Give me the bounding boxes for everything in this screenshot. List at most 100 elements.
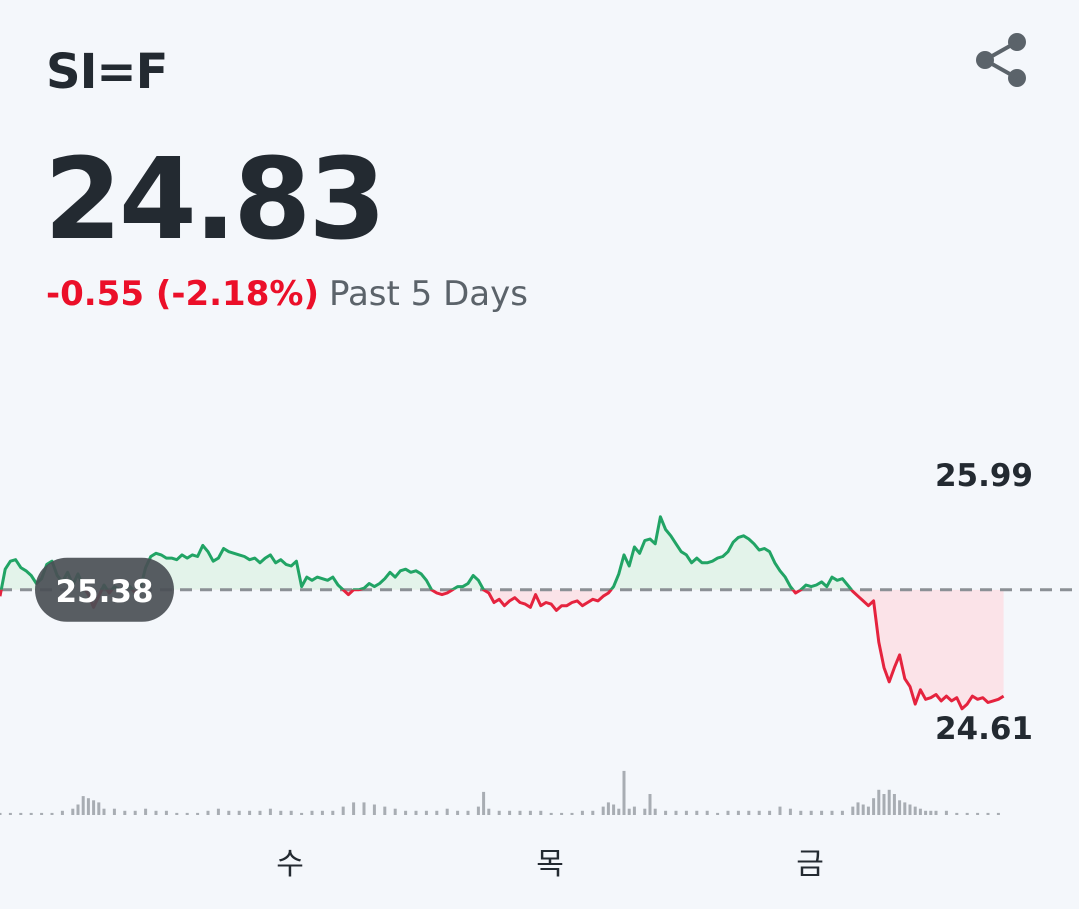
- volume-bar: [414, 810, 418, 815]
- volume-bar: [908, 804, 912, 815]
- volume-bar: [216, 808, 220, 815]
- share-icon[interactable]: [972, 30, 1030, 88]
- volume-bar: [164, 810, 168, 815]
- volume-bar: [476, 806, 480, 815]
- volume-bar: [918, 808, 922, 815]
- volume-bar: [887, 789, 891, 815]
- volume-bar: [76, 804, 80, 815]
- volume-bar: [289, 810, 293, 815]
- volume-bar: [97, 802, 101, 815]
- volume-bar: [268, 808, 272, 815]
- volume-bar: [50, 812, 54, 815]
- volume-bar: [944, 810, 948, 815]
- volume-bar: [976, 812, 980, 815]
- volume-bar: [393, 808, 397, 815]
- volume-bar: [965, 812, 969, 815]
- volume-bar: [955, 812, 959, 815]
- volume-bar: [570, 812, 574, 815]
- baseline-badge: [35, 557, 174, 622]
- price-line-above: [0, 515, 854, 590]
- volume-bar: [528, 810, 532, 815]
- volume-bar: [549, 812, 553, 815]
- volume-bar: [508, 810, 512, 815]
- area-fill-above: [0, 516, 1004, 590]
- volume-bar: [0, 812, 2, 815]
- volume-bar: [466, 810, 470, 815]
- volume-bar: [248, 810, 252, 815]
- volume-bar: [518, 810, 522, 815]
- volume-bar: [643, 808, 647, 815]
- volume-bar: [60, 810, 64, 815]
- volume-bar: [71, 808, 75, 815]
- volume-bar: [882, 794, 886, 815]
- ticker-symbol: SI=F: [46, 44, 168, 100]
- volume-bar: [840, 810, 844, 815]
- volume-bar: [185, 812, 189, 815]
- volume-bar: [206, 810, 210, 815]
- volume-bar: [612, 804, 616, 815]
- volume-bar: [684, 810, 688, 815]
- low-label: 24.61: [935, 711, 1033, 747]
- volume-bar: [237, 810, 241, 815]
- volume-bar: [539, 810, 543, 815]
- price-line-below: [0, 589, 1005, 711]
- x-tick-label: 금: [796, 847, 824, 882]
- volume-bar: [716, 812, 720, 815]
- volume-bar: [497, 810, 501, 815]
- volume-bar: [102, 808, 106, 815]
- volume-bar: [799, 810, 803, 815]
- volume-bar: [154, 810, 158, 815]
- volume-bar: [81, 796, 85, 815]
- volume-bar: [560, 812, 564, 815]
- volume-bar: [29, 812, 33, 815]
- volume-bar: [929, 810, 933, 815]
- volume-bar: [986, 812, 990, 815]
- volume-bar: [435, 810, 439, 815]
- volume-bar: [456, 810, 460, 815]
- volume-bar: [404, 810, 408, 815]
- volume-bar: [913, 806, 917, 815]
- volume-bar: [352, 802, 356, 815]
- volume-bar: [372, 804, 376, 815]
- volume-bar: [123, 810, 127, 815]
- volume-bar: [726, 810, 730, 815]
- volume-bar: [809, 810, 813, 815]
- volume-bar: [872, 798, 876, 815]
- volume-bar: [133, 810, 137, 815]
- volume-bar: [482, 791, 486, 815]
- volume-bar: [632, 806, 636, 815]
- volume-bar: [705, 810, 709, 815]
- volume-bar: [778, 806, 782, 815]
- volume-bar: [627, 808, 631, 815]
- volume-bar: [591, 810, 595, 815]
- volume-bar: [144, 808, 148, 815]
- area-fill-below: [0, 589, 1004, 709]
- volume-bar: [648, 794, 652, 815]
- change-row: -0.55 (-2.18%) Past 5 Days: [46, 272, 528, 316]
- volume-bar: [892, 794, 896, 815]
- volume-bar: [19, 812, 23, 815]
- volume-bar: [736, 810, 740, 815]
- baseline-label: 25.38: [55, 574, 153, 610]
- volume-bar: [877, 789, 881, 815]
- volume-bar: [788, 808, 792, 815]
- volume-bar: [40, 812, 44, 815]
- volume-bar: [320, 810, 324, 815]
- volume-bar: [866, 806, 870, 815]
- volume-bar: [580, 810, 584, 815]
- volume-bar: [768, 810, 772, 815]
- volume-bar: [903, 802, 907, 815]
- volume-bar: [695, 810, 699, 815]
- volume-bar: [856, 802, 860, 815]
- volume-bar: [424, 810, 428, 815]
- volume-bar: [617, 808, 621, 815]
- volume-bar: [300, 812, 304, 815]
- period-label: Past 5 Days: [328, 274, 528, 314]
- volume-bar: [362, 802, 366, 815]
- volume-bar: [196, 812, 200, 815]
- volume-bar: [622, 770, 626, 815]
- volume-bar: [487, 808, 491, 815]
- volume-bar: [341, 806, 345, 815]
- high-label: 25.99: [935, 458, 1033, 494]
